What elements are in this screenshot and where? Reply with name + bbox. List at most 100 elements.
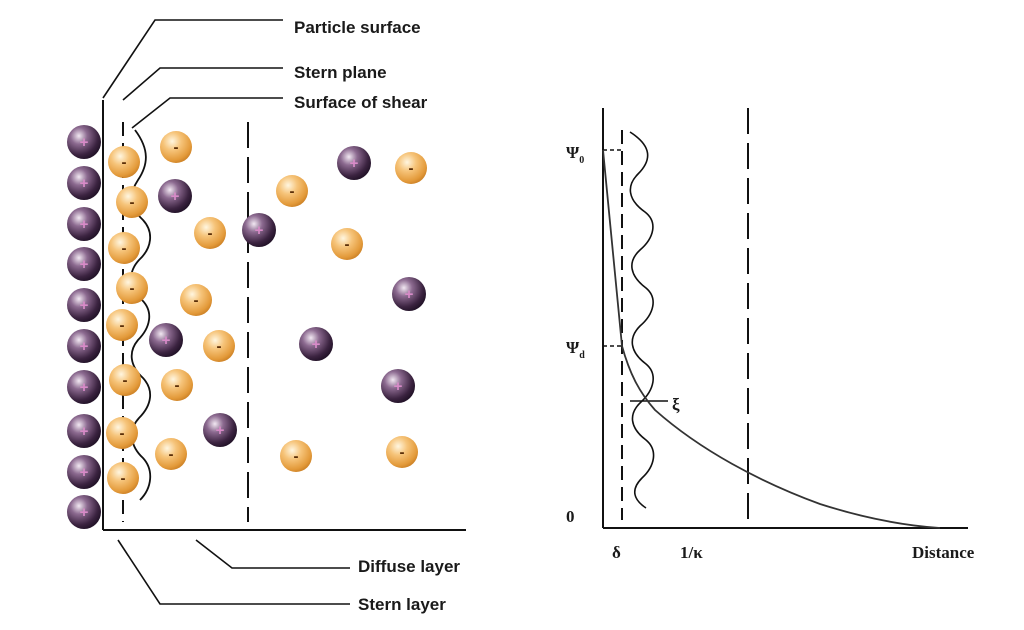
svg-text:+: + — [80, 297, 89, 314]
negative-ion: - — [155, 438, 187, 470]
svg-text:-: - — [174, 139, 179, 156]
positive-ion: + — [67, 166, 101, 200]
zero-label: 0 — [566, 507, 575, 526]
positive-ion: + — [149, 323, 183, 357]
svg-text:-: - — [345, 236, 350, 253]
stern-layer-leader — [117, 539, 350, 605]
positive-ion: + — [67, 495, 101, 529]
svg-text:+: + — [80, 379, 89, 396]
delta-label: δ — [612, 543, 621, 562]
svg-text:-: - — [121, 470, 126, 487]
negative-ion: - — [109, 364, 141, 396]
surface-of-shear-leader — [131, 97, 283, 129]
svg-text:+: + — [80, 256, 89, 273]
negative-ion: - — [108, 146, 140, 178]
svg-text:-: - — [122, 240, 127, 257]
svg-text:-: - — [120, 425, 125, 442]
positive-ion: + — [67, 414, 101, 448]
svg-text:-: - — [208, 225, 213, 242]
psid-label: Ψd — [566, 338, 585, 361]
positive-ion: + — [242, 213, 276, 247]
negative-ion: - — [160, 131, 192, 163]
positive-ion: + — [392, 277, 426, 311]
positive-ion: + — [67, 329, 101, 363]
surface-positive-ions: + + + + + + + + + + — [67, 125, 101, 529]
svg-text:-: - — [294, 448, 299, 465]
positive-ion: + — [158, 179, 192, 213]
graph-shear-surface-line — [629, 131, 655, 509]
stern-plane-leader — [122, 67, 283, 101]
inverse-kappa-label: 1/κ — [680, 543, 703, 562]
surface-of-shear-label: Surface of shear — [294, 93, 428, 112]
svg-text:-: - — [122, 154, 127, 171]
svg-text:+: + — [350, 155, 359, 172]
svg-text:+: + — [312, 336, 321, 353]
svg-text:+: + — [171, 188, 180, 205]
potential-curve — [602, 149, 941, 529]
svg-text:-: - — [130, 194, 135, 211]
positive-ion: + — [67, 247, 101, 281]
svg-text:-: - — [400, 444, 405, 461]
svg-text:-: - — [409, 160, 414, 177]
svg-text:+: + — [255, 222, 264, 239]
negative-ion: - — [194, 217, 226, 249]
negative-ion: - — [203, 330, 235, 362]
svg-text:-: - — [194, 292, 199, 309]
negative-ion: - — [386, 436, 418, 468]
svg-text:-: - — [120, 317, 125, 334]
svg-text:+: + — [216, 422, 225, 439]
svg-text:+: + — [80, 464, 89, 481]
stern-layer-negative-ions: - - - - - - - - — [106, 146, 148, 494]
distance-label: Distance — [912, 543, 975, 562]
negative-ion: - — [180, 284, 212, 316]
positive-ion: + — [299, 327, 333, 361]
schematic: Particle surface Stern plane Surface of … — [67, 18, 466, 614]
svg-text:+: + — [80, 504, 89, 521]
negative-ion: - — [116, 186, 148, 218]
particle-surface-label: Particle surface — [294, 18, 421, 37]
svg-text:-: - — [217, 338, 222, 355]
svg-text:+: + — [80, 134, 89, 151]
svg-text:-: - — [290, 183, 295, 200]
psi0-label: Ψ0 — [566, 143, 584, 166]
svg-text:+: + — [80, 423, 89, 440]
svg-text:+: + — [80, 175, 89, 192]
positive-ion: + — [337, 146, 371, 180]
negative-ion: - — [331, 228, 363, 260]
negative-ion: - — [280, 440, 312, 472]
diffuse-layer-leader — [195, 539, 350, 569]
positive-ion: + — [67, 288, 101, 322]
diffuse-layer-label: Diffuse layer — [358, 557, 460, 576]
positive-ion: + — [381, 369, 415, 403]
stern-layer-label: Stern layer — [358, 595, 446, 614]
negative-ion: - — [106, 417, 138, 449]
svg-text:+: + — [80, 216, 89, 233]
svg-text:-: - — [123, 372, 128, 389]
negative-ion: - — [106, 309, 138, 341]
negative-ion: - — [395, 152, 427, 184]
negative-ion: - — [107, 462, 139, 494]
negative-ion: - — [108, 232, 140, 264]
negative-ion: - — [276, 175, 308, 207]
stern-plane-label: Stern plane — [294, 63, 387, 82]
svg-text:+: + — [80, 338, 89, 355]
negative-ion: - — [116, 272, 148, 304]
svg-text:-: - — [169, 446, 174, 463]
positive-ion: + — [203, 413, 237, 447]
positive-ion: + — [67, 370, 101, 404]
positive-ion: + — [67, 455, 101, 489]
particle-surface-leader — [102, 19, 283, 99]
svg-text:-: - — [175, 377, 180, 394]
potential-graph: Ψ0 Ψd ξ 0 δ 1/κ Distance — [566, 108, 975, 562]
positive-ion: + — [67, 125, 101, 159]
negative-ion: - — [161, 369, 193, 401]
svg-text:+: + — [405, 286, 414, 303]
svg-text:+: + — [162, 332, 171, 349]
diffuse-layer-ions: - + - - + - - + - + - + - - + + + - - — [149, 131, 427, 472]
svg-text:-: - — [130, 280, 135, 297]
svg-text:+: + — [394, 378, 403, 395]
positive-ion: + — [67, 207, 101, 241]
zeta-label: ξ — [672, 395, 680, 414]
